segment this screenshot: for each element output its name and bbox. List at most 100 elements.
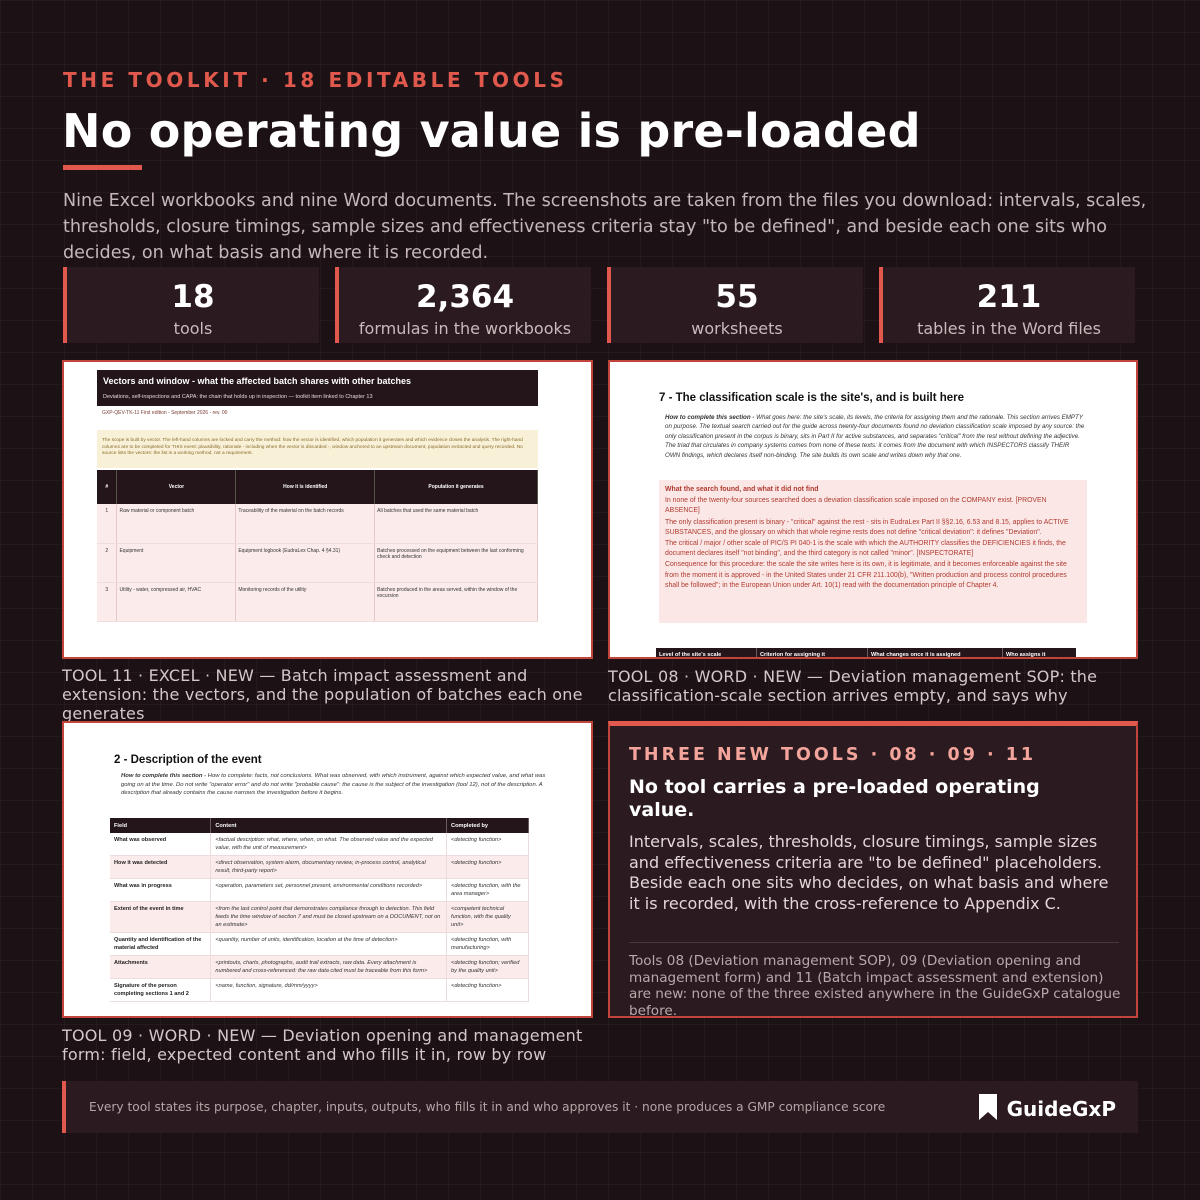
table-cell: Equipment xyxy=(116,543,237,583)
stat-label: formulas in the workbooks xyxy=(358,319,572,338)
column-header: Completed by xyxy=(446,818,529,833)
excel-screenshot: Vectors and window - what the affected b… xyxy=(62,360,593,659)
table-row: Attachments <printouts, charts, photogra… xyxy=(110,955,529,979)
column-header: Vector xyxy=(116,470,237,504)
column-header: Criterion for assigning it xyxy=(757,648,868,657)
completed-by-cell: <competent technical function, with the … xyxy=(446,901,529,933)
table-row: Quantity and identification of the mater… xyxy=(110,932,529,956)
field-cell: Extent of the event in time xyxy=(110,901,212,933)
table-header-row: Field Content Completed by xyxy=(110,818,529,833)
findings-paragraph: The only classification present is binar… xyxy=(665,518,1069,536)
content-cell: <operation, parameters set, personnel pr… xyxy=(210,878,448,902)
content-cell: <printouts, charts, photographs, audit t… xyxy=(210,955,448,979)
findings-paragraph: In none of the twenty-four sources searc… xyxy=(665,497,1047,515)
stat-label: worksheets xyxy=(691,319,783,338)
stat-value: 2,364 xyxy=(415,279,515,315)
column-header: Level of the site's scale xyxy=(656,648,757,657)
new-tools-callout: THREE NEW TOOLS · 08 · 09 · 11 No tool c… xyxy=(608,721,1138,1019)
table-cell: 1 xyxy=(97,504,118,544)
field-cell: Attachments xyxy=(110,955,212,979)
section-kicker: THE TOOLKIT · 18 EDITABLE TOOLS xyxy=(63,68,568,92)
column-header: Content xyxy=(210,818,448,833)
field-cell: How it was detected xyxy=(110,855,212,879)
table-cell: Equipment logbook (EudraLex Chap. 4 §4.3… xyxy=(235,543,376,583)
form-caption: TOOL 09 · WORD · NEW — Deviation opening… xyxy=(62,1026,583,1064)
completed-by-cell: <detecting function> xyxy=(446,855,529,879)
footer-text: Every tool states its purpose, chapter, … xyxy=(89,1100,886,1114)
completed-by-cell: <detecting function> xyxy=(446,833,529,856)
guidance-text: What goes here: the site's scale, its le… xyxy=(665,414,1085,459)
callout-kicker: THREE NEW TOOLS · 08 · 09 · 11 xyxy=(629,745,1037,765)
stat-card-formulas: 2,364 formulas in the workbooks xyxy=(335,267,591,343)
stat-card-worksheets: 55 worksheets xyxy=(607,267,863,343)
table-row: How it was detected <direct observation,… xyxy=(110,855,529,879)
sheet-subtitle: Deviations, self-inspections and CAPA: t… xyxy=(103,394,373,400)
table-row: 3 Utility - water, compressed air, HVAC … xyxy=(97,582,538,622)
table-cell: 2 xyxy=(97,543,118,583)
completed-by-cell: <detecting function; verified by the qua… xyxy=(446,955,529,979)
section-guidance: How to complete this section - How to co… xyxy=(121,772,546,798)
table-row: Extent of the event in time <from the la… xyxy=(110,901,529,933)
column-header: Who assigns it xyxy=(1006,652,1046,658)
sheet-title: Vectors and window - what the affected b… xyxy=(103,376,412,386)
stat-value: 18 xyxy=(171,279,215,315)
completed-by-cell: <detecting function> xyxy=(446,978,529,1002)
sop-caption: TOOL 08 · WORD · NEW — Deviation managem… xyxy=(608,667,1098,705)
table-row: What was observed <factual description: … xyxy=(110,833,529,856)
callout-body: Intervals, scales, thresholds, closure t… xyxy=(629,832,1109,913)
content-cell: <direct observation, system alarm, docum… xyxy=(210,855,448,879)
brand-logo: GuideGxP xyxy=(977,1092,1116,1126)
column-header: Field xyxy=(110,818,212,833)
field-cell: Quantity and identification of the mater… xyxy=(110,932,212,956)
intro-paragraph: Nine Excel workbooks and nine Word docum… xyxy=(63,191,1147,263)
callout-title: No tool carries a pre-loaded operating v… xyxy=(629,776,1040,821)
scale-table-header: Level of the site's scale Criterion for … xyxy=(656,648,1076,658)
table-row: Signature of the person completing secti… xyxy=(110,978,529,1002)
findings-paragraph: Consequence for this procedure: the scal… xyxy=(665,561,1067,589)
section-heading: 7 - The classification scale is the site… xyxy=(659,392,965,404)
content-cell: <from the last control point that demons… xyxy=(210,901,448,933)
column-header: # xyxy=(97,470,118,504)
field-cell: What was observed xyxy=(110,833,212,856)
vector-table: # Vector How it is identified Population… xyxy=(97,470,538,622)
search-findings-box: What the search found, and what it did n… xyxy=(659,480,1087,623)
completed-by-cell: <detecting function, with the area manag… xyxy=(446,878,529,902)
callout-divider xyxy=(629,942,1119,943)
stat-card-tools: 18 tools xyxy=(63,267,319,343)
table-cell: Batches processed on the equipment betwe… xyxy=(374,543,538,583)
brand-name: GuideGxP xyxy=(1006,1097,1116,1121)
event-description-table: Field Content Completed by What was obse… xyxy=(110,818,529,1002)
column-header: How it is identified xyxy=(235,470,376,504)
section-guidance: How to complete this section - What goes… xyxy=(665,413,1085,460)
guidance-text: How to complete: facts, not conclusions.… xyxy=(121,773,546,796)
completed-by-cell: <detecting function, with manufacturing> xyxy=(446,932,529,956)
stat-label: tools xyxy=(173,319,213,338)
table-cell: 3 xyxy=(97,582,118,622)
field-cell: What was in progress xyxy=(110,878,212,902)
sheet-header: Vectors and window - what the affected b… xyxy=(97,370,538,406)
title-underline xyxy=(63,165,142,170)
field-cell: Signature of the person completing secti… xyxy=(110,978,212,1002)
column-header: Population it generates xyxy=(374,470,538,504)
stat-card-tables: 211 tables in the Word files xyxy=(879,267,1135,343)
findings-title: What the search found, and what it did n… xyxy=(665,486,819,493)
stat-value: 211 xyxy=(976,279,1042,315)
form-screenshot: 2 - Description of the event How to comp… xyxy=(62,721,593,1018)
page-title: No operating value is pre-loaded xyxy=(62,104,921,158)
table-cell: Monitoring records of the utility xyxy=(235,582,376,622)
table-header-row: # Vector How it is identified Population… xyxy=(97,470,538,504)
bookmark-icon xyxy=(977,1092,999,1126)
table-row: 2 Equipment Equipment logbook (EudraLex … xyxy=(97,543,538,583)
section-heading: 2 - Description of the event xyxy=(114,754,262,766)
stat-label: tables in the Word files xyxy=(917,319,1101,338)
table-cell: Utility - water, compressed air, HVAC xyxy=(116,582,237,622)
guidance-label: How to complete this section - xyxy=(121,773,207,779)
table-cell: All batches that used the same material … xyxy=(374,504,538,544)
table-cell: Traceability of the material on the batc… xyxy=(235,504,376,544)
footer-bar: Every tool states its purpose, chapter, … xyxy=(62,1081,1138,1133)
table-row: 1 Raw material or component batch Tracea… xyxy=(97,504,538,544)
table-row: What was in progress <operation, paramet… xyxy=(110,878,529,902)
callout-footnote: Tools 08 (Deviation management SOP), 09 … xyxy=(629,953,1121,1019)
excel-caption: TOOL 11 · EXCEL · NEW — Batch impact ass… xyxy=(62,666,583,723)
content-cell: <factual description: what, where, when,… xyxy=(210,833,448,856)
